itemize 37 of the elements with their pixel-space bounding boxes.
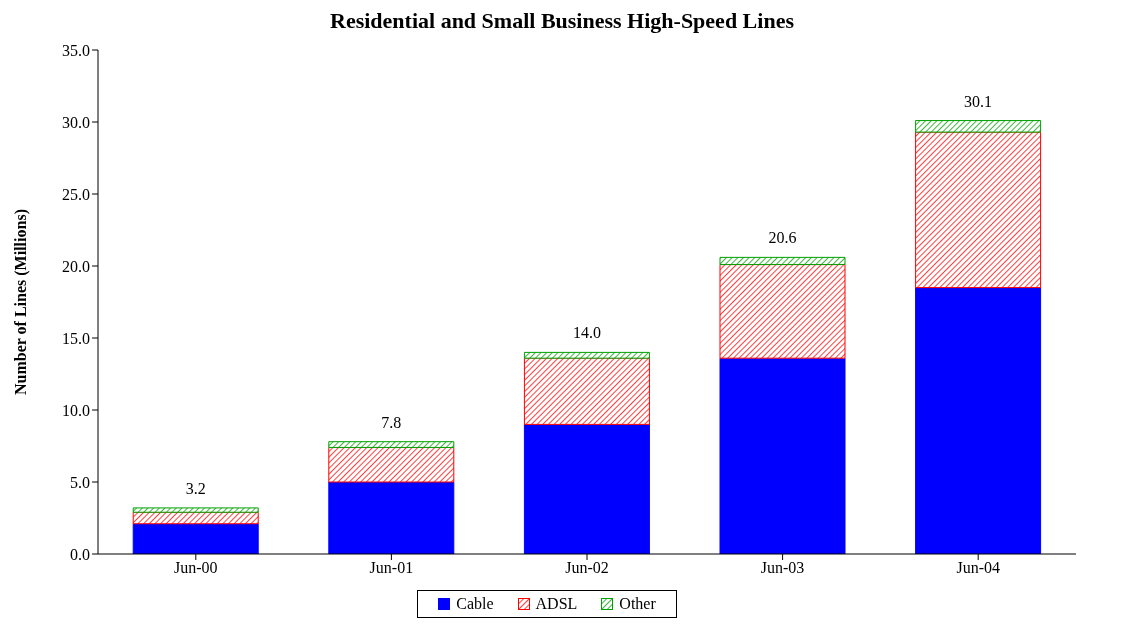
x-tick-label: Jun-02 xyxy=(565,559,609,577)
bar xyxy=(523,423,650,554)
bar xyxy=(132,507,259,513)
x-tick-label: Jun-00 xyxy=(174,559,218,577)
y-tick-label: 0.0 xyxy=(70,545,90,563)
y-tick-label: 35.0 xyxy=(62,41,90,59)
total-label: 14.0 xyxy=(572,324,601,342)
y-tick-label: 10.0 xyxy=(62,401,90,419)
total-label: 30.1 xyxy=(964,92,993,110)
bar xyxy=(132,523,259,554)
bar xyxy=(719,357,846,554)
bar xyxy=(915,120,1042,133)
total-label: 20.6 xyxy=(768,229,797,247)
bar xyxy=(523,357,650,425)
chart-title: Residential and Small Business High-Speed Lines xyxy=(329,8,795,35)
bar xyxy=(328,441,455,448)
y-tick-label: 30.0 xyxy=(62,113,90,131)
y-tick-label: 25.0 xyxy=(62,185,90,203)
x-tick-label: Jun-03 xyxy=(760,559,805,577)
bar xyxy=(523,351,650,359)
legend-label: Other xyxy=(618,595,656,613)
bar xyxy=(719,256,846,266)
total-label: 7.8 xyxy=(381,413,402,431)
bar xyxy=(915,131,1042,289)
y-axis-title: Number of Lines (Millions) xyxy=(11,209,30,395)
y-tick-label: 15.0 xyxy=(62,329,90,347)
x-tick-label: Jun-04 xyxy=(956,559,1000,577)
x-tick-label: Jun-01 xyxy=(369,559,414,577)
bar xyxy=(328,481,455,554)
bar xyxy=(719,264,846,359)
legend-label: ADSL xyxy=(534,595,578,613)
legend-label: Cable xyxy=(455,595,494,613)
bar xyxy=(915,287,1042,554)
bar xyxy=(328,446,455,483)
total-label: 3.2 xyxy=(185,479,206,497)
y-tick-label: 20.0 xyxy=(62,257,90,275)
y-tick-label: 5.0 xyxy=(70,473,90,491)
